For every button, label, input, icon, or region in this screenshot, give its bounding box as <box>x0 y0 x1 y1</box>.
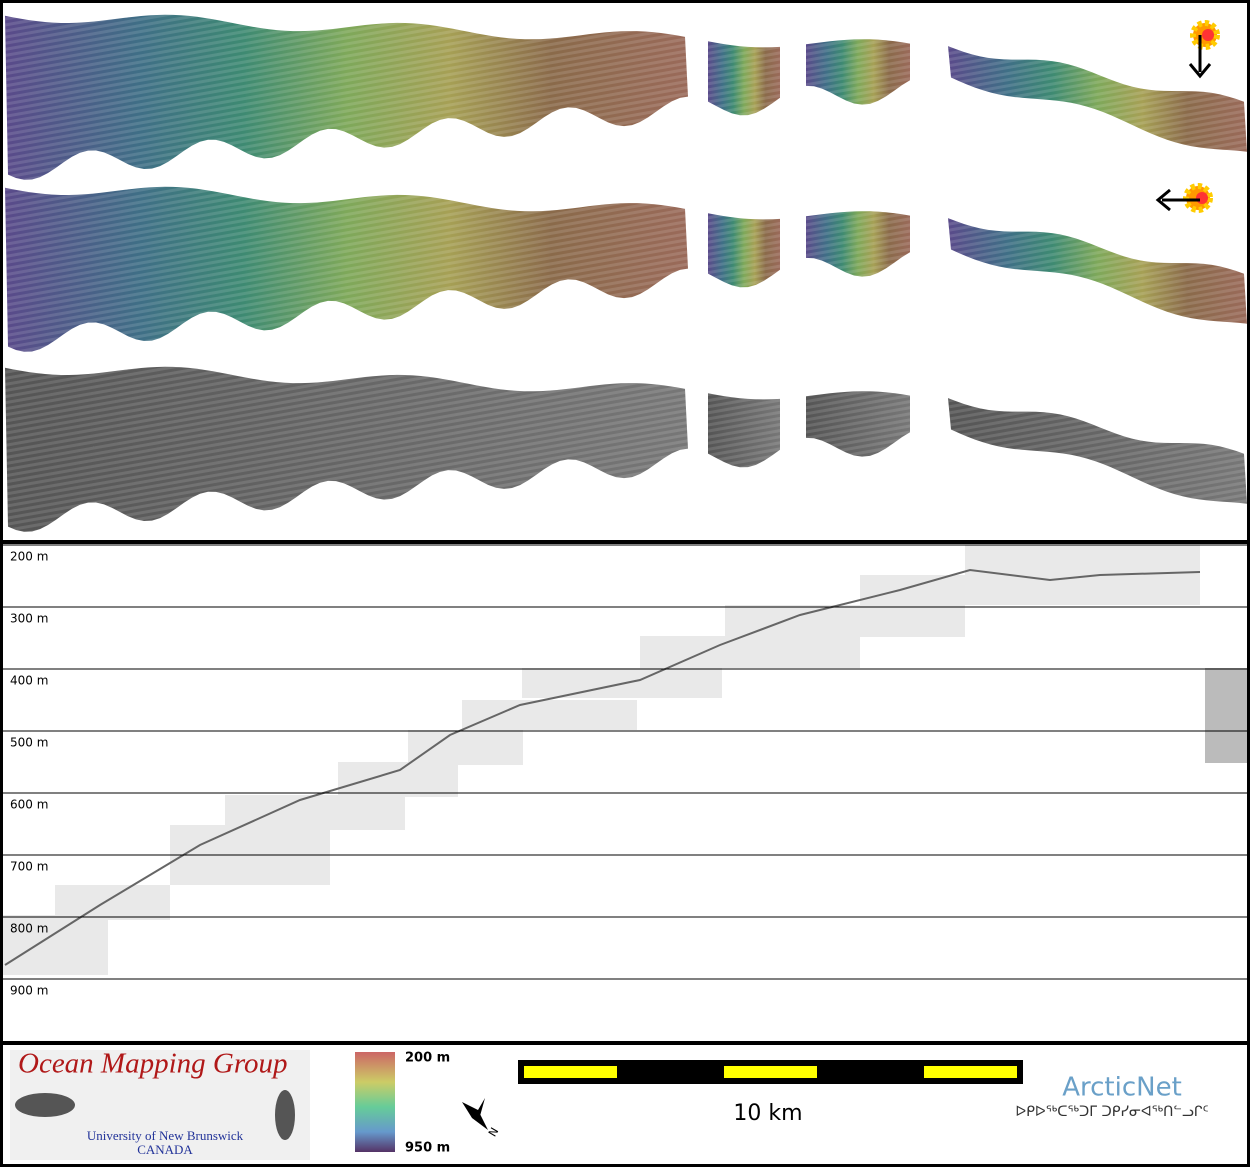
depth-label: 800 m <box>10 922 48 936</box>
swath-texture <box>708 41 780 116</box>
sun-icon <box>1188 20 1220 79</box>
colorbar <box>355 1052 395 1152</box>
scale-bar: 10 km <box>518 1060 1023 1126</box>
swath-texture <box>806 39 910 105</box>
depth-label: 600 m <box>10 798 48 812</box>
swath-texture <box>5 14 688 180</box>
depth-label: 300 m <box>10 612 48 626</box>
swath-panels <box>5 14 1247 532</box>
swath-texture <box>5 186 688 352</box>
colorbar-label: 200 m <box>405 1051 450 1066</box>
swath-texture <box>806 391 910 457</box>
swath-texture <box>708 393 780 468</box>
depth-label: 400 m <box>10 674 48 688</box>
swath-texture <box>5 366 688 532</box>
swath-texture <box>708 213 780 288</box>
depth-label: 700 m <box>10 860 48 874</box>
depth-label: 900 m <box>10 984 48 998</box>
depth-label: 500 m <box>10 736 48 750</box>
logo-country: CANADA <box>137 1142 193 1157</box>
logo-title: Ocean Mapping Group <box>18 1048 288 1080</box>
sun-icon <box>1155 183 1213 213</box>
partner-syllabics: ᐅᑭᐅᖅᑕᖅᑐᒥ ᑐᑭᓯᓂᐊᖅᑎᓪᓗᒋᑦ <box>1015 1104 1208 1120</box>
north-arrow: N <box>462 1098 501 1139</box>
depth-label: 200 m <box>10 550 48 564</box>
scale-label: 10 km <box>733 1101 802 1126</box>
colorbar-label: 950 m <box>405 1141 450 1156</box>
logo-university: University of New Brunswick <box>87 1128 244 1143</box>
swath-texture <box>948 398 1247 504</box>
ogm-logo: Ocean Mapping Group University of New Br… <box>10 1048 310 1160</box>
partner-logo: ArcticNet <box>1062 1073 1182 1103</box>
north-label: N <box>486 1125 501 1139</box>
subbottom-profile: 200 m 300 m 400 m 500 m 600 m 700 m 800 m 900 m <box>3 544 1247 998</box>
swath-texture <box>948 218 1247 324</box>
swath-texture <box>806 211 910 277</box>
swath-texture <box>948 46 1247 152</box>
